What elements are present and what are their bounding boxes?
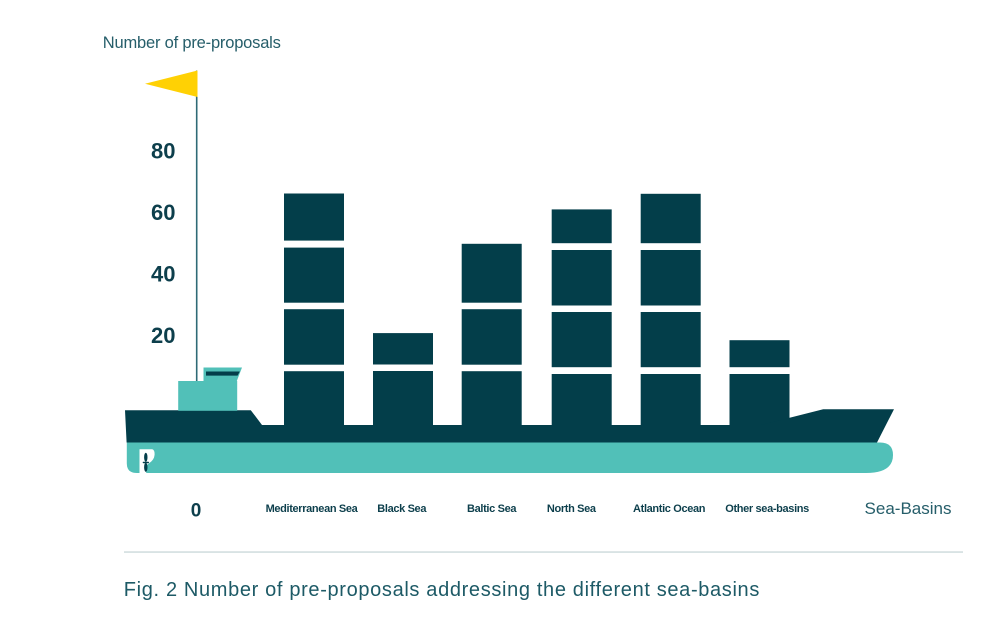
svg-text:Atlantic Ocean: Atlantic Ocean [633, 503, 706, 515]
svg-text:Sea-Basins: Sea-Basins [865, 499, 952, 518]
svg-text:Number of pre-proposals: Number of pre-proposals [103, 34, 281, 52]
svg-text:60: 60 [151, 200, 175, 225]
svg-text:Mediterranean Sea: Mediterranean Sea [266, 503, 359, 515]
svg-text:Baltic Sea: Baltic Sea [467, 503, 517, 515]
svg-text:0: 0 [191, 501, 202, 522]
svg-text:Other sea-basins: Other sea-basins [725, 503, 809, 515]
svg-text:North Sea: North Sea [547, 503, 597, 515]
svg-text:Black Sea: Black Sea [377, 503, 427, 515]
svg-text:40: 40 [151, 261, 175, 286]
svg-text:Fig. 2 Number of pre-proposals: Fig. 2 Number of pre-proposals addressin… [124, 579, 760, 601]
svg-text:80: 80 [151, 139, 175, 164]
svg-text:20: 20 [151, 323, 175, 348]
